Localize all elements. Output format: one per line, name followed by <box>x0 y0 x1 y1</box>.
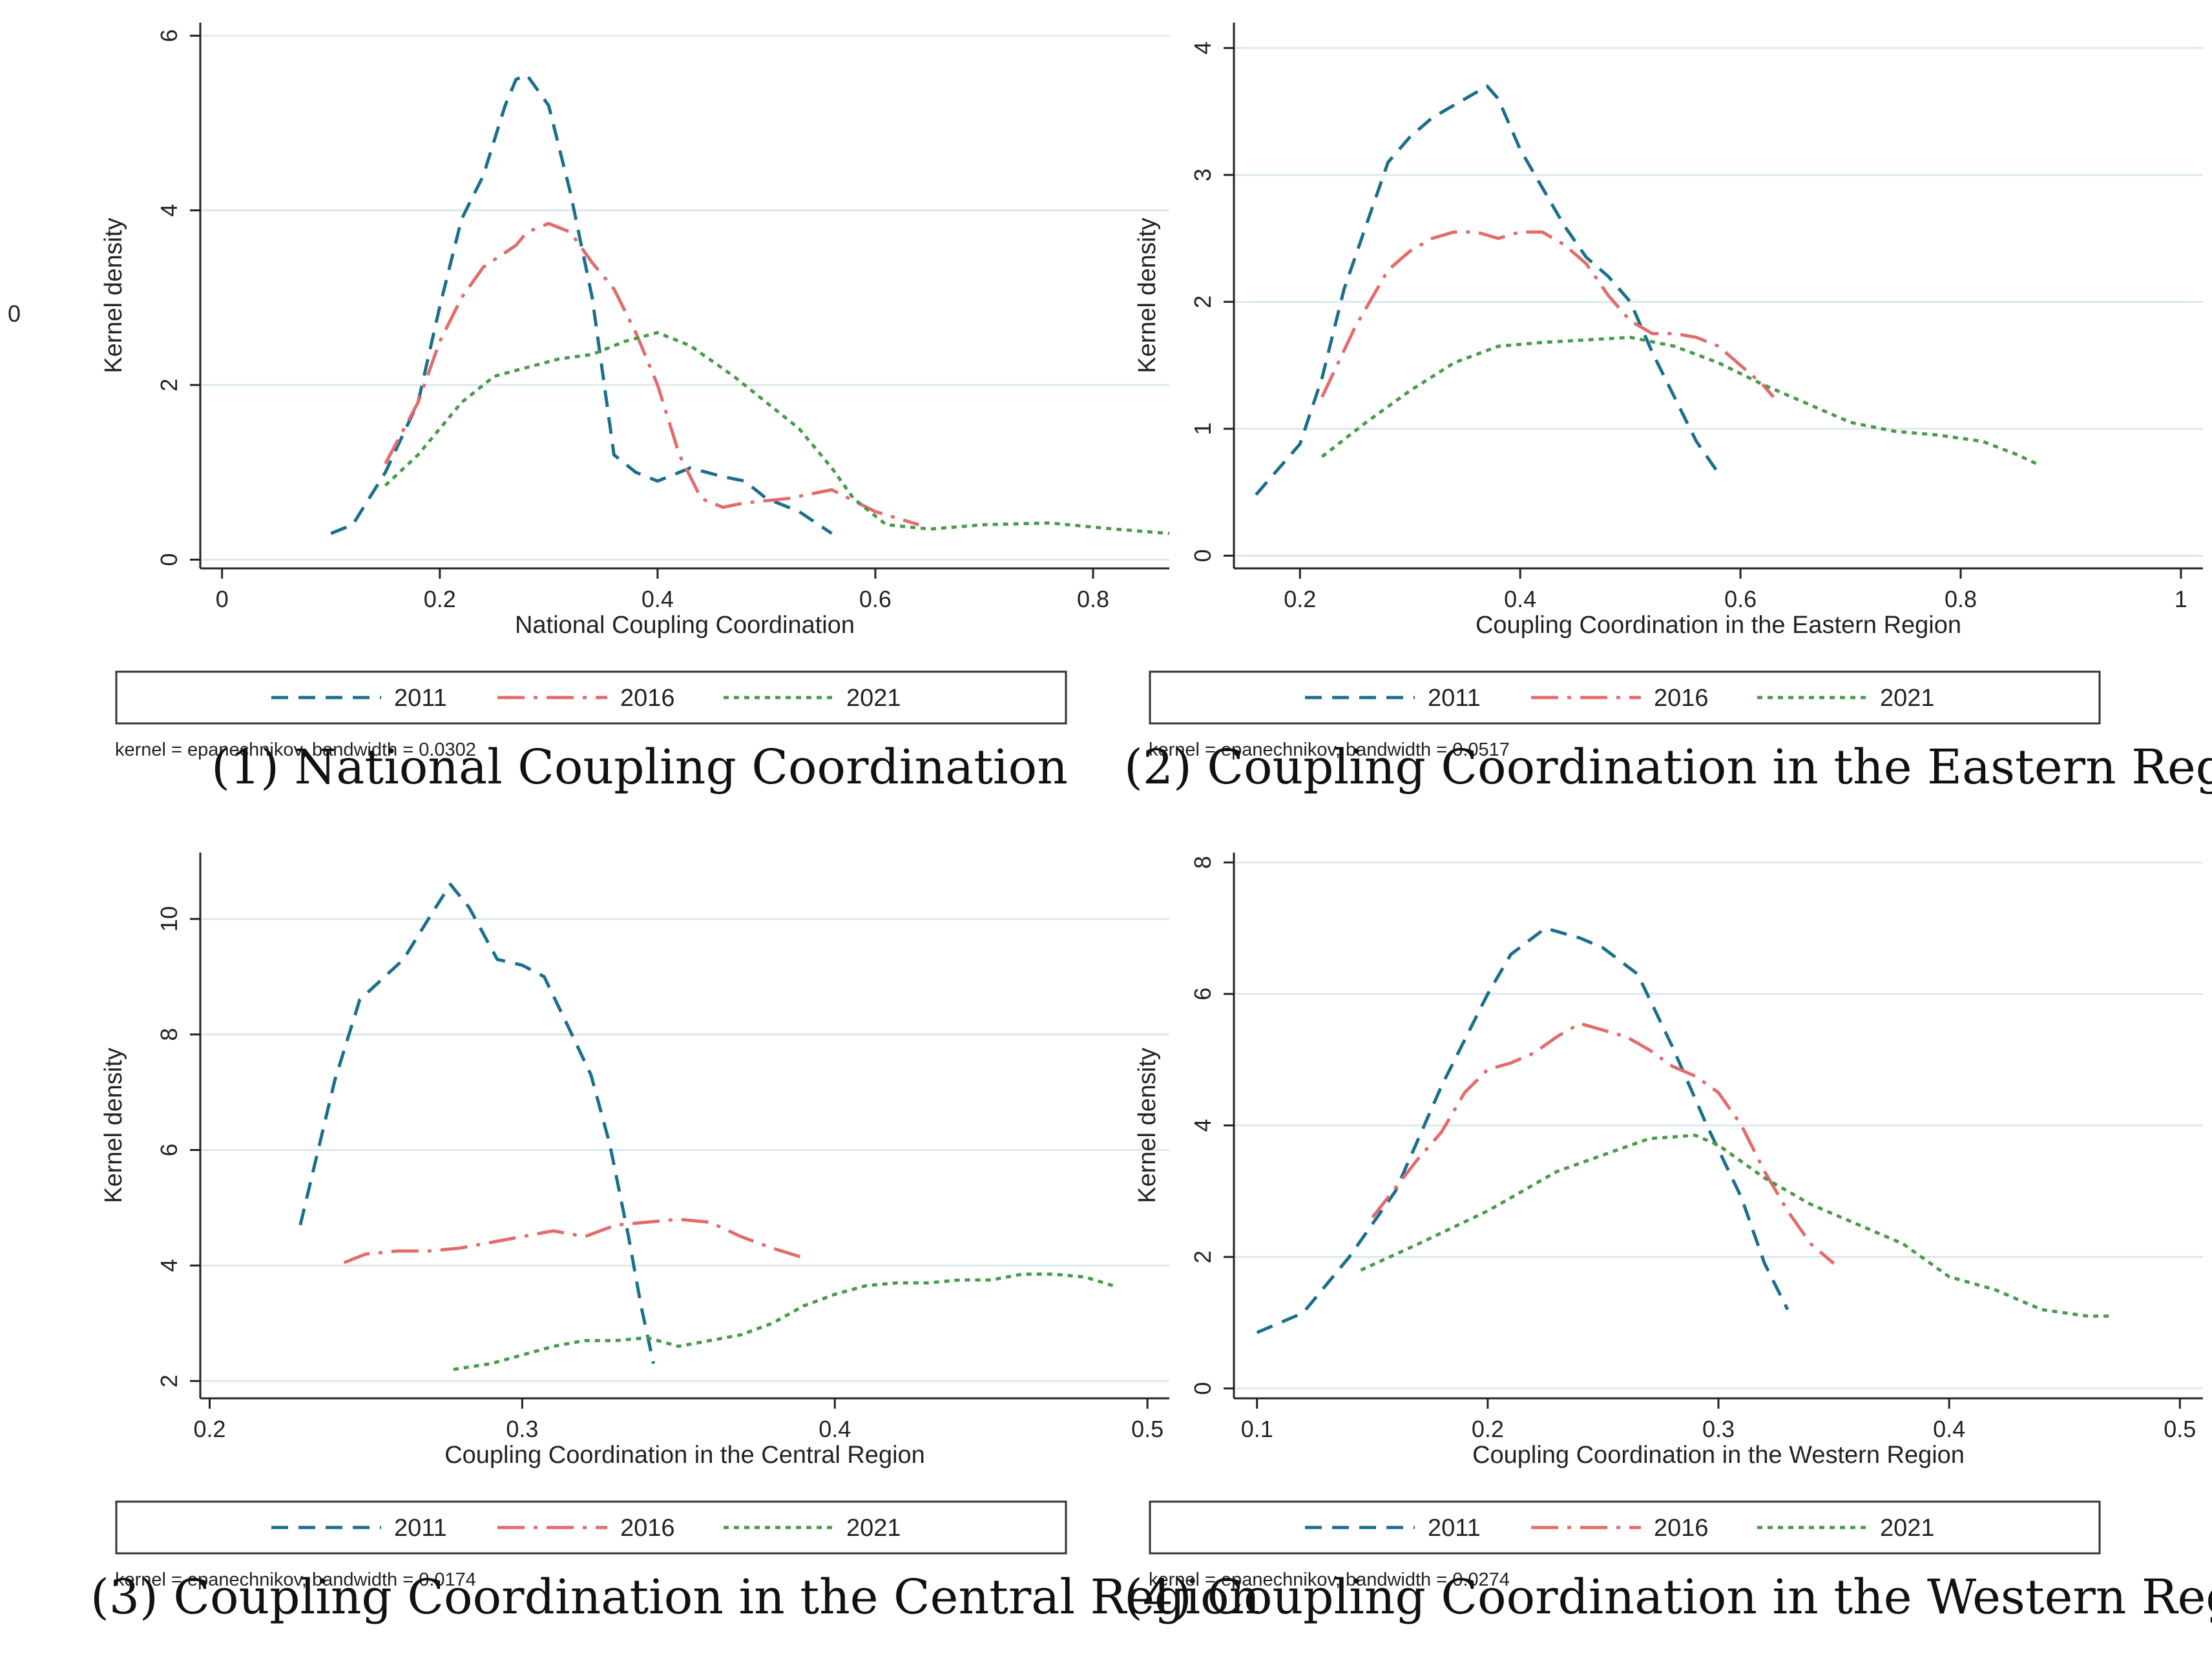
y-tick-label: 4 <box>156 204 182 217</box>
y-tick-label: 8 <box>156 1028 182 1041</box>
y-tick-label: 1 <box>1189 422 1216 435</box>
legend-label-2021: 2021 <box>1880 1515 1935 1542</box>
legend-label-2016: 2016 <box>1654 685 1709 712</box>
legend-label-2021: 2021 <box>846 685 901 712</box>
legend-label-2021: 2021 <box>1880 685 1935 712</box>
stray-zero-label: 0 <box>8 300 21 327</box>
legend-label-2011: 2011 <box>394 1515 447 1542</box>
chart-eastern: 0 1 2 3 4 0.2 0.4 0.6 0.8 1 Coupling Coordination … <box>1134 23 2203 760</box>
series-line-2011 <box>330 73 833 535</box>
x-tick-label: 1 <box>2175 586 2187 612</box>
x-tick-label: 0.2 <box>1284 586 1316 612</box>
series-line-2011 <box>298 882 656 1364</box>
y-tick-label: 4 <box>1189 1119 1216 1132</box>
x-tick-label: 0.4 <box>1504 586 1536 612</box>
panel-central: 2 4 6 8 10 0.2 0.3 0.4 0.5 Coupling Coordination … <box>90 830 1260 1663</box>
legend-label-2021: 2021 <box>846 1515 901 1542</box>
x-tick-label: 0.2 <box>193 1416 225 1442</box>
y-tick-label: 0 <box>1189 1382 1216 1395</box>
legend-box <box>115 1500 1067 1555</box>
legend-box <box>1149 1500 2101 1555</box>
x-tick-label: 0.4 <box>1933 1416 1965 1442</box>
series-line-2016 <box>343 1217 801 1265</box>
kernel-note: kernel = epanechnikov, bandwidth = 0.030… <box>115 740 476 760</box>
y-tick-label: 2 <box>1189 1250 1216 1263</box>
chart-central: 2 4 6 8 10 0.2 0.3 0.4 0.5 Coupling Coordination … <box>100 853 1169 1590</box>
series-line-2016 <box>1320 230 1775 399</box>
caption-national: (1) National Coupling Coordination <box>211 740 1068 795</box>
y-tick-label: 6 <box>1189 988 1216 1000</box>
legend-label-2016: 2016 <box>620 685 675 712</box>
x-tick-label: 0.2 <box>1472 1416 1504 1442</box>
x-axis-title: Coupling Coordination in the Western Reg… <box>1472 1442 1965 1469</box>
y-tick-label: 0 <box>1189 549 1216 562</box>
x-tick-label: 0.8 <box>1945 586 1977 612</box>
legend-label-2016: 2016 <box>620 1515 675 1542</box>
panel-western: 0 2 4 6 8 0.1 0.2 0.3 0.4 0.5 Coupling Coordinatio… <box>1124 830 2212 1663</box>
series-line-2011 <box>1256 926 1789 1334</box>
x-tick-label: 0.2 <box>424 586 456 612</box>
x-tick-label: 0 <box>216 586 229 612</box>
y-tick-label: 6 <box>156 29 182 42</box>
chart-western: 0 2 4 6 8 0.1 0.2 0.3 0.4 0.5 Coupling Coordinatio… <box>1134 853 2203 1590</box>
series-line-2016 <box>384 222 920 526</box>
y-tick-label: 2 <box>156 378 182 391</box>
x-tick-label: 0.5 <box>1131 1416 1163 1442</box>
x-tick-label: 0.3 <box>1702 1416 1735 1442</box>
series-line-2021 <box>384 331 1170 535</box>
legend-box <box>1149 670 2101 725</box>
x-tick-label: 0.1 <box>1241 1416 1273 1442</box>
caption-central: (3) Coupling Coordination in the Central… <box>90 1569 1260 1625</box>
x-tick-label: 0.6 <box>1724 586 1757 612</box>
series-line-2021 <box>1360 1134 2111 1318</box>
kernel-note: kernel = epanechnikov, bandwidth = 0.027… <box>1149 1569 1510 1590</box>
y-tick-label: 4 <box>156 1259 182 1272</box>
y-axis-title: Kernel density <box>1134 218 1161 373</box>
y-axis-title: Kernel density <box>100 218 127 373</box>
y-tick-label: 10 <box>156 906 182 932</box>
caption-western: (4) Coupling Coordination in the Western… <box>1124 1569 2212 1625</box>
y-tick-label: 4 <box>1189 41 1216 54</box>
y-tick-label: 0 <box>156 553 182 566</box>
chart-national: 0 2 4 6 0 0.2 0.4 0.6 0.8 National Coupling Coord… <box>100 23 1170 760</box>
y-axis-title: Kernel density <box>1134 1048 1161 1203</box>
x-tick-label: 0.5 <box>2164 1416 2196 1442</box>
x-tick-label: 0.3 <box>506 1416 538 1442</box>
x-axis-title: National Coupling Coordination <box>515 612 855 639</box>
x-axis-title: Coupling Coordination in the Eastern Reg… <box>1476 612 1961 639</box>
legend-box <box>115 670 1067 725</box>
y-tick-label: 2 <box>156 1374 182 1387</box>
series-line-2021 <box>1320 335 2039 466</box>
y-tick-label: 3 <box>1189 169 1216 181</box>
y-tick-label: 6 <box>156 1143 182 1156</box>
panel-national: 0 2 4 6 0 0.2 0.4 0.6 0.8 National Coupling Coord… <box>90 0 1189 833</box>
x-axis-title: Coupling Coordination in the Central Reg… <box>444 1442 925 1469</box>
legend-label-2011: 2011 <box>1428 1515 1481 1542</box>
y-tick-label: 8 <box>1189 856 1216 869</box>
series-line-2011 <box>1255 84 1720 496</box>
legend-label-2011: 2011 <box>1428 685 1481 712</box>
x-tick-label: 0.8 <box>1077 586 1109 612</box>
x-tick-label: 0.4 <box>819 1416 851 1442</box>
legend-label-2011: 2011 <box>394 685 447 712</box>
x-tick-label: 0.4 <box>642 586 674 612</box>
panel-eastern: 0 1 2 3 4 0.2 0.4 0.6 0.8 1 Coupling Coordination … <box>1124 0 2212 833</box>
caption-eastern: (2) Coupling Coordination in the Eastern… <box>1124 740 2212 795</box>
series-line-2016 <box>1371 1022 1835 1265</box>
series-line-2021 <box>453 1272 1114 1371</box>
legend-label-2016: 2016 <box>1654 1515 1709 1542</box>
kernel-note: kernel = epanechnikov, bandwidth = 0.051… <box>1149 740 1510 760</box>
y-axis-title: Kernel density <box>100 1048 127 1203</box>
y-tick-label: 2 <box>1189 295 1216 308</box>
x-tick-label: 0.6 <box>859 586 892 612</box>
kernel-note: kernel = epanechnikov, bandwidth = 0.017… <box>115 1569 476 1590</box>
